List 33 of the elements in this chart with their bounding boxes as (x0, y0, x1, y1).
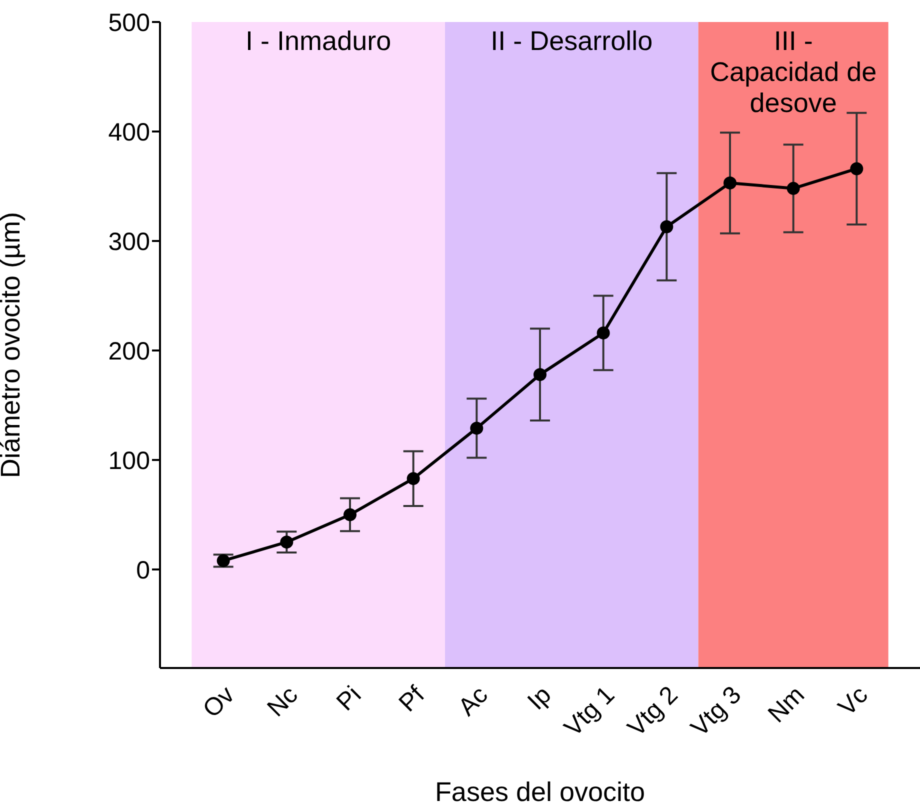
band-label: III - Capacidad de desove (710, 26, 877, 118)
x-tick-label: Vc (832, 680, 874, 722)
x-tick-label: Pi (331, 680, 367, 716)
y-tick-label: 200 (108, 337, 150, 366)
point (280, 536, 294, 549)
point (344, 508, 356, 522)
point (470, 422, 484, 435)
y-tick-label: 0 (136, 556, 150, 584)
point (724, 176, 736, 190)
x-axis-title: Fases del ovocito (434, 777, 646, 807)
band-label: I - Inmaduro (246, 26, 392, 56)
point (216, 554, 230, 568)
point (850, 162, 864, 176)
x-tick-label: Vtg 1 (558, 680, 620, 742)
x-tick-label: Nm (762, 680, 810, 728)
x-tick-label: Ac (452, 680, 494, 722)
point (596, 326, 610, 340)
y-tick-label: 300 (108, 228, 150, 256)
point (786, 182, 800, 195)
x-tick-label: Nc (262, 680, 304, 722)
y-tick-label: 500 (108, 8, 150, 37)
x-tick-label: Pf (394, 680, 430, 718)
y-axis-title: Diámetro ovocito (µm) (0, 212, 26, 478)
y-tick-label: 100 (108, 446, 150, 475)
point (660, 220, 674, 234)
x-tick-label: Vtg 2 (622, 680, 684, 742)
point (534, 368, 546, 382)
band-label: II - Desarrollo (490, 26, 653, 56)
x-tick-label: Ip (522, 680, 557, 716)
y-tick-label: 400 (108, 118, 150, 146)
x-tick-label: Vtg 3 (686, 680, 747, 742)
x-tick-label: Ov (198, 680, 240, 724)
point (406, 472, 420, 486)
